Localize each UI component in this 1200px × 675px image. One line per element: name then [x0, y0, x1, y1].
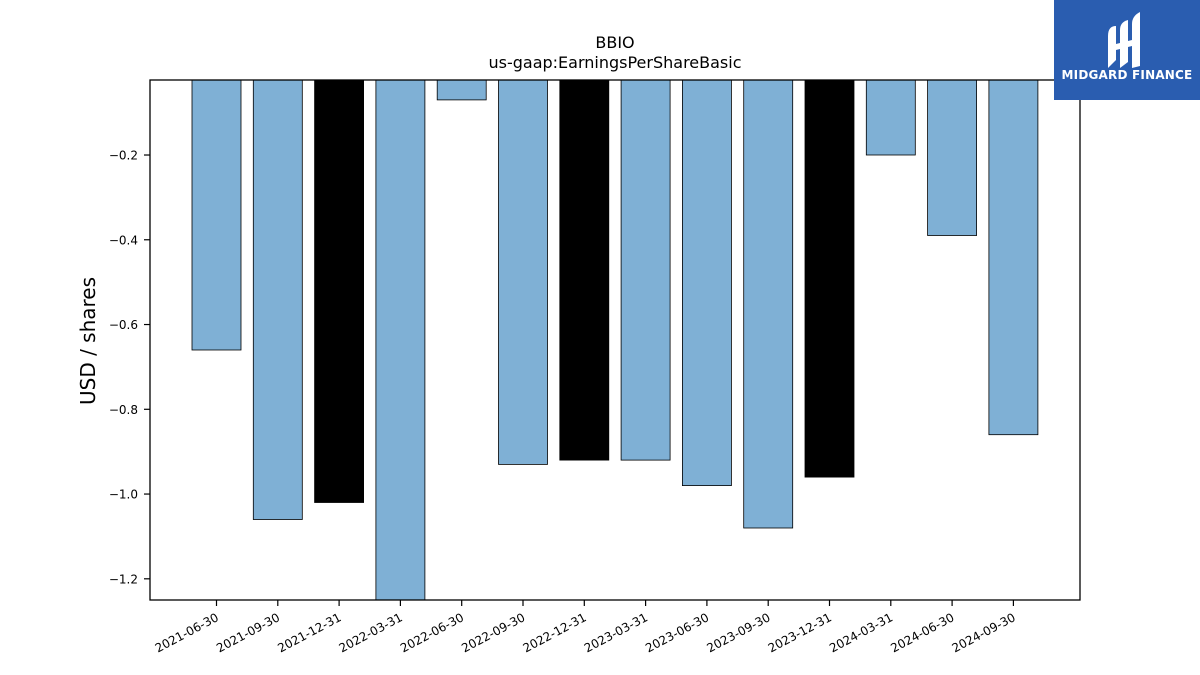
y-tick-label: −0.6 — [109, 318, 138, 332]
x-tick-label: 2021-09-30 — [214, 610, 282, 655]
bar-2022-03-31 — [375, 79, 426, 601]
logo-text: MIDGARD FINANCE — [1061, 68, 1193, 82]
y-tick-label: −1.0 — [109, 488, 138, 502]
x-tick-label: 2021-12-31 — [275, 610, 343, 655]
bar-2024-09-30 — [988, 79, 1039, 436]
y-tick-label: −0.4 — [109, 233, 138, 247]
x-tick-label: 2024-09-30 — [950, 610, 1018, 655]
bar-2021-12-31 — [314, 79, 365, 503]
x-tick-label: 2023-06-30 — [643, 610, 711, 655]
bars-group — [191, 79, 1039, 601]
bar-2024-06-30 — [927, 79, 977, 236]
x-tick-label: 2022-03-31 — [337, 610, 405, 655]
bar-2024-03-31 — [865, 79, 916, 156]
bar-2023-09-30 — [743, 79, 794, 529]
y-tick-label: −1.2 — [109, 572, 138, 586]
bar-2022-12-31 — [559, 79, 610, 461]
y-tick-label: −0.2 — [109, 149, 138, 163]
midgard-finance-logo: MIDGARD FINANCE — [1054, 0, 1200, 100]
x-tick-label: 2024-03-31 — [827, 610, 895, 655]
chart-subtitle: us-gaap:EarningsPerShareBasic — [488, 53, 741, 72]
x-tick-label: 2023-09-30 — [704, 610, 772, 655]
x-tick-label: 2022-06-30 — [398, 610, 466, 655]
x-tick-label: 2022-09-30 — [459, 610, 527, 655]
bar-2023-12-31 — [804, 79, 855, 478]
x-tick-label: 2023-12-31 — [766, 610, 834, 655]
x-tick-label: 2021-06-30 — [153, 610, 221, 655]
x-tick-label: 2022-12-31 — [521, 610, 589, 655]
x-axis-ticks: 2021-06-302021-09-302021-12-312022-03-31… — [153, 600, 1018, 655]
bar-2022-06-30 — [436, 79, 487, 101]
bar-2021-09-30 — [252, 79, 303, 520]
bar-2022-09-30 — [498, 79, 548, 465]
x-tick-label: 2024-06-30 — [888, 610, 956, 655]
y-axis-ticks: −0.2 −0.4 −0.6 −0.8 −1.0 −1.2 — [109, 149, 150, 586]
chart-title: BBIO — [595, 33, 634, 52]
y-tick-label: −0.8 — [109, 403, 138, 417]
y-axis-label: USD / shares — [76, 277, 100, 405]
plot-frame — [149, 79, 1081, 601]
midgard-logo-icon — [1108, 12, 1140, 68]
bar-2021-06-30 — [191, 79, 242, 351]
bar-2023-03-31 — [620, 79, 671, 461]
bar-2023-06-30 — [682, 79, 732, 487]
x-tick-label: 2023-03-31 — [582, 610, 650, 655]
